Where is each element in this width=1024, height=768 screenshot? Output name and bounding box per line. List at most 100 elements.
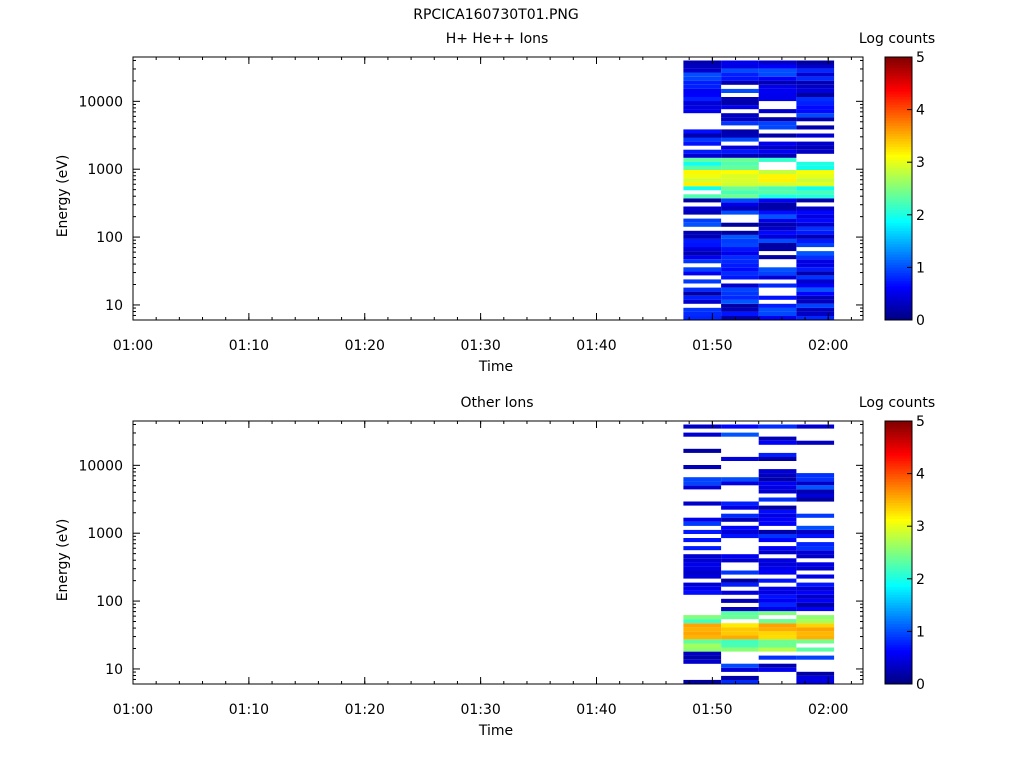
colorbar-segment — [885, 618, 912, 622]
heatmap-cell — [758, 271, 797, 276]
colorbar-segment — [885, 243, 912, 247]
heatmap-cell — [721, 570, 759, 575]
heatmap-cell — [683, 647, 722, 652]
colorbar-segment — [885, 444, 912, 448]
heatmap-cell — [758, 452, 797, 457]
heatmap-cell — [721, 230, 759, 235]
heatmap-cell — [796, 230, 835, 235]
heatmap-cell — [758, 517, 797, 522]
colorbar-segment — [885, 526, 912, 530]
heatmap-cell — [796, 68, 835, 73]
colorbar-segment — [885, 439, 912, 443]
plot-frame — [132, 56, 864, 321]
heatmap-cell — [683, 448, 722, 453]
heatmap-cell — [796, 631, 835, 636]
x-axis-label: Time — [478, 359, 513, 375]
colorbar-segment — [885, 214, 912, 218]
heatmap-cell — [683, 105, 722, 110]
panel-h-he-ions: H+ He++ Ions Log counts Energy (eV) Time… — [55, 31, 935, 375]
colorbar-tick-label: 1 — [916, 260, 925, 276]
colorbar-segment — [885, 607, 912, 611]
heatmap-cell — [758, 521, 797, 526]
colorbar-tick-label: 0 — [916, 313, 925, 329]
heatmap-cell — [758, 275, 797, 280]
heatmap-cell — [758, 178, 797, 183]
heatmap-cell — [721, 639, 759, 644]
heatmap-cell — [683, 165, 722, 170]
colorbar-segment — [885, 298, 912, 303]
heatmap-cell — [758, 72, 797, 77]
heatmap-cell — [683, 243, 722, 248]
heatmap-cell — [683, 247, 722, 252]
colorbar-segment — [885, 428, 912, 433]
heatmap-cell — [683, 129, 722, 134]
heatmap-cell — [758, 513, 797, 518]
heatmap-cell — [796, 291, 835, 296]
heatmap-cell — [796, 60, 835, 65]
heatmap-cell — [758, 602, 797, 607]
colorbar-segment — [885, 557, 912, 561]
panel-other-ions: Other Ions Log counts Energy (eV) Time 0… — [55, 395, 935, 739]
heatmap-cell — [796, 234, 835, 239]
colorbar-segment — [885, 75, 912, 79]
heatmap-cell — [683, 194, 722, 199]
colorbar-segment — [885, 665, 912, 669]
colorbar-segment — [885, 518, 912, 522]
heatmap-cell — [758, 627, 797, 632]
y-tick-label: 10 — [105, 662, 123, 678]
heatmap-cell — [721, 481, 759, 486]
colorbar-segment — [885, 246, 912, 250]
colorbar-segment — [885, 434, 912, 438]
heatmap-cell — [758, 611, 797, 616]
x-tick-label: 01:20 — [345, 338, 385, 354]
panel-title: H+ He++ Ions — [446, 31, 549, 47]
heatmap-cell — [721, 88, 759, 93]
heatmap-cell — [683, 558, 722, 563]
heatmap-cell — [683, 161, 722, 166]
heatmap-cell — [721, 80, 759, 85]
heatmap-cell — [758, 655, 797, 660]
heatmap-cell — [796, 582, 835, 587]
heatmap-cell — [796, 550, 835, 555]
heatmap-cell — [721, 60, 759, 65]
colorbar-segment — [885, 673, 912, 677]
colorbar-segment — [885, 264, 912, 268]
colorbar-segment — [885, 238, 912, 242]
heatmap-cell — [683, 80, 722, 85]
heatmap-cell — [721, 133, 759, 138]
heatmap-cell — [721, 186, 759, 191]
heatmap-cell — [758, 234, 797, 239]
colorbar-segment — [885, 306, 912, 310]
colorbar-segment — [885, 612, 912, 617]
colorbar-segment — [885, 631, 912, 635]
colorbar-segment — [885, 468, 912, 472]
heatmap-cell — [758, 206, 797, 211]
colorbar-segment — [885, 484, 912, 488]
colorbar-segment — [885, 649, 912, 653]
colorbar-segment — [885, 172, 912, 176]
x-tick-label: 02:00 — [808, 702, 848, 718]
colorbar-segment — [885, 135, 912, 140]
colorbar-segment — [885, 447, 912, 451]
heatmap-cell — [683, 141, 722, 146]
heatmap-cell — [758, 635, 797, 640]
heatmap-cell — [758, 469, 797, 474]
heatmap-cell — [683, 295, 722, 300]
heatmap-cell — [683, 133, 722, 138]
colorbar-segment — [885, 209, 912, 213]
colorbar-segment — [885, 259, 912, 263]
heatmap-cell — [721, 647, 759, 652]
heatmap-cell — [721, 667, 759, 672]
heatmap-cell — [796, 477, 835, 482]
colorbar-segment — [885, 591, 912, 596]
heatmap-cell — [683, 182, 722, 187]
heatmap-cell — [721, 627, 759, 632]
heatmap-cell — [758, 88, 797, 93]
heatmap-cell — [721, 663, 759, 668]
axes: 01:00 01:10 01:20 01:30 01:40 01:50 02:00 10 100… — [78, 56, 864, 354]
heatmap-cell — [721, 263, 759, 268]
heatmap-cell — [683, 174, 722, 179]
colorbar-segment — [885, 256, 912, 261]
heatmap-cell — [758, 80, 797, 85]
colorbar-segment — [885, 222, 912, 226]
